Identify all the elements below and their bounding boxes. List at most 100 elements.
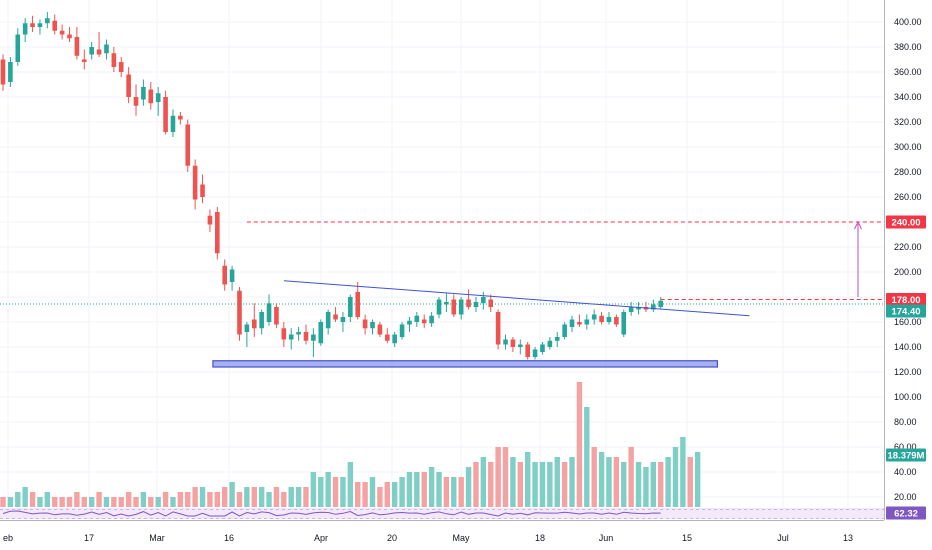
volume-bar — [199, 487, 206, 507]
grid-lines — [0, 0, 884, 520]
volume-bar — [37, 497, 43, 507]
volume-bar — [384, 482, 390, 507]
volume-bar — [436, 472, 442, 507]
volume-bar — [598, 452, 605, 507]
candle-body — [451, 299, 457, 315]
candle-body — [370, 322, 375, 329]
volume-bar — [399, 477, 405, 507]
candle-body — [15, 34, 21, 62]
volume-bar — [295, 487, 302, 507]
candle-body — [554, 337, 560, 341]
candle-body — [473, 302, 479, 307]
candle-body — [37, 23, 43, 27]
candle-body — [148, 89, 154, 104]
candle-body — [333, 314, 338, 320]
volume-bar — [44, 492, 51, 507]
volume-bar — [22, 487, 28, 507]
y-tick-label: 220.00 — [894, 242, 922, 252]
rsi-pane — [0, 508, 884, 519]
y-tick-label: 340.00 — [894, 92, 922, 102]
volume-bar — [258, 487, 265, 507]
volume-bar — [88, 497, 95, 507]
last-price-tag-box — [886, 304, 926, 318]
candle-body — [200, 184, 205, 197]
candle-body — [540, 344, 545, 352]
candle-body — [444, 302, 449, 305]
y-tick-label: 400.00 — [894, 17, 922, 27]
projection-arrow-head — [854, 220, 862, 230]
y-tick-label: 360.00 — [894, 67, 922, 77]
volume-bar — [488, 462, 494, 507]
candle-body — [296, 332, 301, 335]
y-tick-label: 200.00 — [894, 267, 922, 277]
volume-bar — [428, 467, 435, 507]
volume-bar — [266, 492, 272, 507]
x-tick-label: 13 — [843, 533, 853, 543]
candle-body — [163, 97, 168, 132]
candle-body — [118, 62, 124, 72]
candle-body — [348, 297, 353, 317]
y-tick-label: 260.00 — [894, 192, 922, 202]
x-tick-label: Jul — [777, 533, 789, 543]
candle-body — [407, 320, 412, 325]
volume-bar — [443, 477, 450, 507]
candle-body — [274, 307, 279, 325]
volume-bar — [325, 472, 331, 507]
rsi-tag-box — [886, 506, 926, 520]
x-tick-label: 17 — [84, 533, 94, 543]
time-axis[interactable]: eb 17 Mar 16 Apr 20 May 18 Jun 15 Jul 13 — [0, 520, 884, 544]
volume-bar — [281, 492, 287, 507]
volume-tag-text: 18.379M — [888, 450, 925, 461]
volume-bar — [665, 457, 671, 507]
volume-bar — [273, 487, 280, 507]
candle-body — [628, 307, 634, 312]
volume-bar — [458, 477, 464, 507]
price-axis[interactable]: 20.00 40.00 60.00 80.00 100.00 120.00 140.00 16… — [884, 0, 922, 520]
y-tick-label: 60.00 — [894, 442, 917, 452]
volume-bar — [391, 482, 398, 507]
volume-bar — [207, 492, 213, 507]
volume-bar — [7, 497, 14, 507]
volume-bar — [591, 447, 597, 507]
x-tick-label: Jun — [599, 533, 614, 543]
candle-body — [89, 47, 94, 55]
volume-bar — [517, 462, 523, 507]
candle-body — [340, 317, 346, 322]
volume-bar — [148, 497, 154, 507]
candle-body — [244, 324, 250, 332]
volume-bar — [584, 407, 590, 507]
last-price-tag: 174.40 — [886, 304, 926, 318]
y-tick-label: 320.00 — [894, 117, 922, 127]
volume-bar — [96, 492, 102, 507]
breakout-price-tag-box — [886, 293, 926, 306]
volume-bar — [369, 477, 376, 507]
candle-body — [510, 339, 516, 347]
candle-body — [170, 115, 176, 132]
candle-body — [311, 334, 316, 341]
candle-body — [606, 317, 612, 322]
candle-body — [384, 334, 390, 341]
volume-bar — [140, 492, 147, 507]
candle-body — [614, 317, 619, 325]
volume-bar — [569, 457, 575, 507]
candle-body — [495, 312, 501, 345]
candle-body — [481, 297, 486, 304]
candle-body — [30, 23, 35, 27]
candle-body — [518, 344, 523, 347]
y-tick-label: 140.00 — [894, 342, 922, 352]
volume-bar — [495, 447, 501, 507]
x-tick-label: 20 — [387, 533, 397, 543]
candle-body — [636, 307, 641, 310]
y-tick-label: 160.00 — [894, 317, 922, 327]
candle-body — [392, 334, 397, 344]
y-tick-label: 280.00 — [894, 167, 922, 177]
volume-bar — [687, 457, 693, 507]
candle-body — [466, 299, 471, 307]
rsi-line — [2, 510, 661, 517]
volume-bar — [658, 462, 664, 507]
candle-body — [421, 319, 427, 324]
target-price-tag-text: 240.00 — [891, 217, 920, 228]
volume-tag: 18.379M — [886, 448, 926, 462]
candle-body — [362, 319, 368, 329]
